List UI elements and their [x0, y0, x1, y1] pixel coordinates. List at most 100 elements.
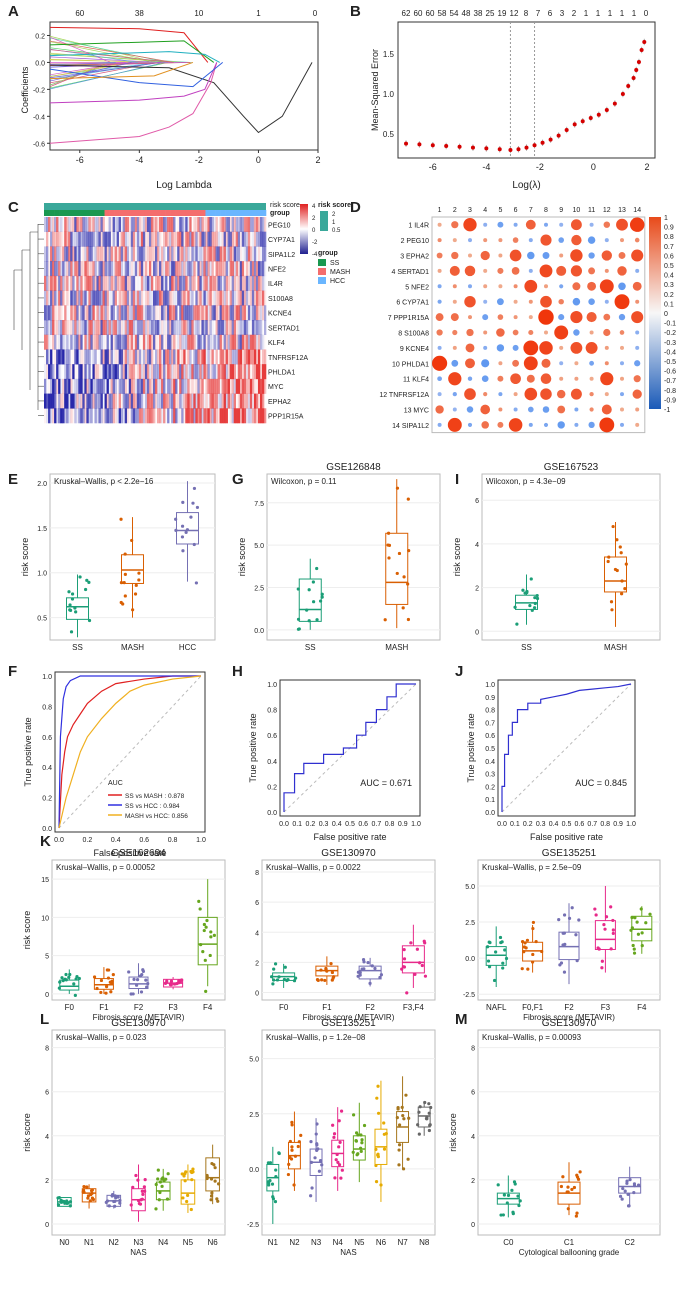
jitter-point [340, 1168, 344, 1172]
jitter-point [272, 978, 276, 982]
heat-cell [100, 334, 103, 350]
corr-colorbar-tick: 1 [664, 215, 668, 222]
heat-cell [48, 305, 51, 321]
heat-cell [207, 305, 210, 321]
corr-dot [601, 250, 612, 261]
heat-cell [122, 275, 126, 291]
heat-cell [90, 408, 93, 424]
heat-cell [110, 334, 113, 350]
heat-cell [106, 217, 109, 233]
heat-cell [88, 334, 91, 350]
heat-cell [132, 378, 136, 394]
heat-cell [50, 364, 53, 380]
heat-cell [104, 364, 107, 380]
heat-cell [233, 349, 237, 365]
heat-cell [128, 320, 132, 336]
heat-cell [187, 246, 190, 262]
x-tick-label: 0 [256, 155, 261, 165]
heat-cell [104, 231, 107, 247]
heat-cell [76, 334, 79, 350]
corr-dot [483, 330, 488, 335]
y-tick-label: 6 [475, 498, 479, 505]
heat-cell [62, 364, 64, 379]
heat-cell [235, 231, 239, 247]
heat-cell [92, 393, 95, 409]
corr-dot [498, 238, 503, 243]
heat-cell [108, 217, 111, 233]
jitter-point [75, 974, 79, 979]
heat-cell [237, 275, 241, 291]
heat-cell [205, 246, 208, 262]
jitter-point [639, 907, 643, 911]
jitter-point [621, 1186, 625, 1191]
jitter-point [82, 1185, 86, 1189]
jitter-point [570, 1187, 574, 1192]
jitter-point [189, 515, 193, 519]
mse-point [642, 40, 647, 44]
heat-cell [140, 378, 144, 394]
heat-cell [62, 349, 65, 365]
heat-cell [247, 246, 251, 262]
heat-cell [227, 217, 230, 233]
heat-cell [56, 408, 59, 424]
heat-cell [46, 231, 49, 247]
heat-cell [112, 275, 115, 291]
corr-dot [480, 250, 490, 261]
heat-cell [94, 320, 97, 336]
heat-cell [227, 393, 230, 409]
heat-cell [80, 393, 83, 409]
heat-cell [171, 393, 174, 409]
jitter-point [118, 1198, 122, 1203]
jitter-point [395, 1115, 399, 1120]
heat-cell [144, 393, 148, 409]
box-body [197, 916, 218, 966]
heat-cell [235, 320, 239, 336]
heat-cell [98, 275, 101, 291]
jitter-point [119, 581, 124, 585]
x-tick-label: N0 [59, 1238, 70, 1247]
heat-cell [237, 364, 241, 380]
heat-cell [251, 305, 255, 321]
heat-cell [118, 364, 121, 380]
heat-cell [68, 261, 71, 277]
jitter-point [401, 1167, 406, 1171]
heat-cell [215, 217, 218, 233]
heat-cell [52, 261, 55, 277]
heat-cell [102, 231, 105, 247]
heat-cell [82, 393, 85, 409]
heat-cell [173, 320, 176, 336]
corr-dot [509, 249, 522, 262]
heat-cell [189, 408, 192, 424]
heat-cell [56, 320, 59, 336]
heat-cell [261, 334, 265, 350]
heat-cell [144, 320, 148, 336]
stat-annotation: Kruskal–Wallis, p = 0.0022 [266, 863, 361, 872]
stat-annotation: Kruskal–Wallis, p = 0.00093 [482, 1033, 582, 1042]
heat-cell [163, 246, 166, 262]
jitter-point [190, 1178, 194, 1182]
heat-cell [179, 290, 182, 306]
jitter-point [636, 1183, 641, 1187]
corr-dot [449, 265, 460, 276]
jitter-point [521, 588, 525, 592]
heat-cell [223, 378, 226, 394]
heat-cell [177, 231, 180, 247]
x-tick-label: N2 [289, 1238, 300, 1247]
heat-cell [104, 275, 107, 291]
jitter-point [139, 990, 144, 994]
jitter-point [132, 977, 136, 981]
jitter-point [78, 575, 82, 579]
heat-cell [191, 393, 194, 409]
jitter-point [409, 941, 413, 945]
heat-cell [76, 364, 79, 380]
jitter-point [615, 538, 619, 542]
heat-cell [116, 320, 119, 336]
heat-cell [112, 217, 115, 233]
heat-cell [177, 393, 180, 409]
mse-point [484, 146, 489, 151]
heat-cell [157, 217, 160, 233]
jitter-point [113, 1199, 117, 1203]
y-tick-label: 4 [255, 930, 259, 937]
heat-cell [142, 408, 146, 424]
jitter-point [501, 961, 505, 965]
